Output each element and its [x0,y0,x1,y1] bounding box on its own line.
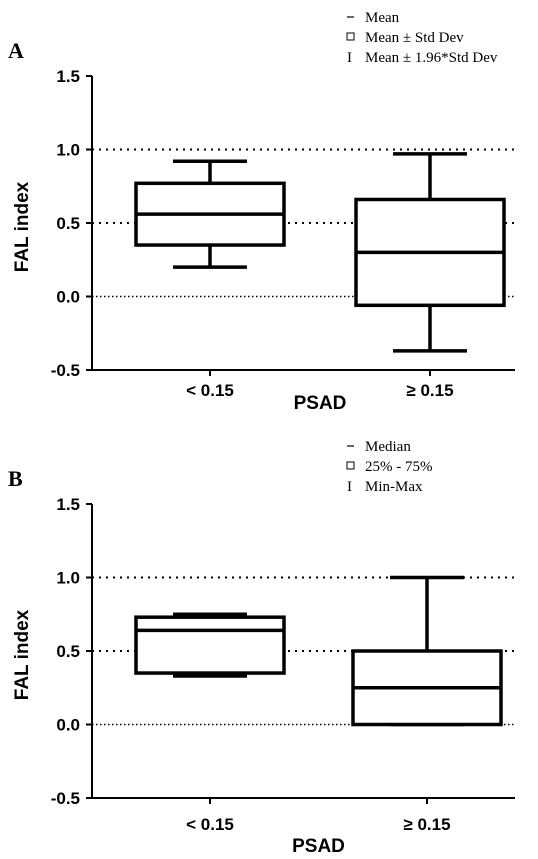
legend-label: Median [365,439,411,455]
x-tick-label: < 0.15 [186,381,234,400]
panel-letter: B [8,466,23,491]
y-tick-label: 0.5 [56,214,80,233]
y-tick-label: 1.5 [56,67,80,86]
y-tick-label: 1.5 [56,495,80,514]
legend-box-icon [346,32,355,41]
legend-item: I Mean ± 1.96*Std Dev [347,50,498,66]
y-tick-label: -0.5 [51,789,80,808]
legend-item: I Min-Max [347,479,423,495]
x-tick-label: ≥ 0.15 [406,381,453,400]
legend-whisker-icon: I [347,479,352,495]
y-tick-label: 0.5 [56,642,80,661]
box-plot [134,612,286,678]
legend-item: Median [347,439,411,455]
legend-item: Mean ± Std Dev [346,30,464,46]
legend-label: Mean ± 1.96*Std Dev [365,50,498,66]
legend-label: 25% - 75% [365,459,433,475]
legend-label: Mean [365,10,400,26]
y-tick-label: 1.0 [56,141,80,160]
legend-label: Min-Max [365,479,423,495]
x-axis-label: PSAD [292,836,345,857]
box-plot [351,575,503,727]
panel-letter: A [8,38,24,63]
legend-item: Mean [347,10,400,26]
box-rect [134,615,286,675]
y-axis-label: FAL index [12,181,33,272]
box-plot [354,152,506,353]
y-tick-label: -0.5 [51,361,80,380]
x-tick-label: ≥ 0.15 [403,815,450,834]
y-tick-label: 0.0 [56,288,80,307]
y-axis-label: FAL index [12,609,33,700]
legend-whisker-icon: I [347,50,352,66]
chart-panel-b: B Median 25% - 75% I Min-Max -0.5 0.0 0.5 1.0 1.5… [8,439,515,857]
legend-box-icon [346,461,355,470]
legend-label: Mean ± Std Dev [365,30,464,46]
x-axis-label: PSAD [294,393,347,414]
legend-item: 25% - 75% [346,459,433,475]
y-tick-label: 1.0 [56,569,80,588]
x-tick-label: < 0.15 [186,815,234,834]
chart-panel-a: A Mean Mean ± Std Dev I Mean ± 1.96*Std Dev -… [8,10,515,414]
y-tick-label: 0.0 [56,716,80,735]
box-plot [134,159,286,269]
